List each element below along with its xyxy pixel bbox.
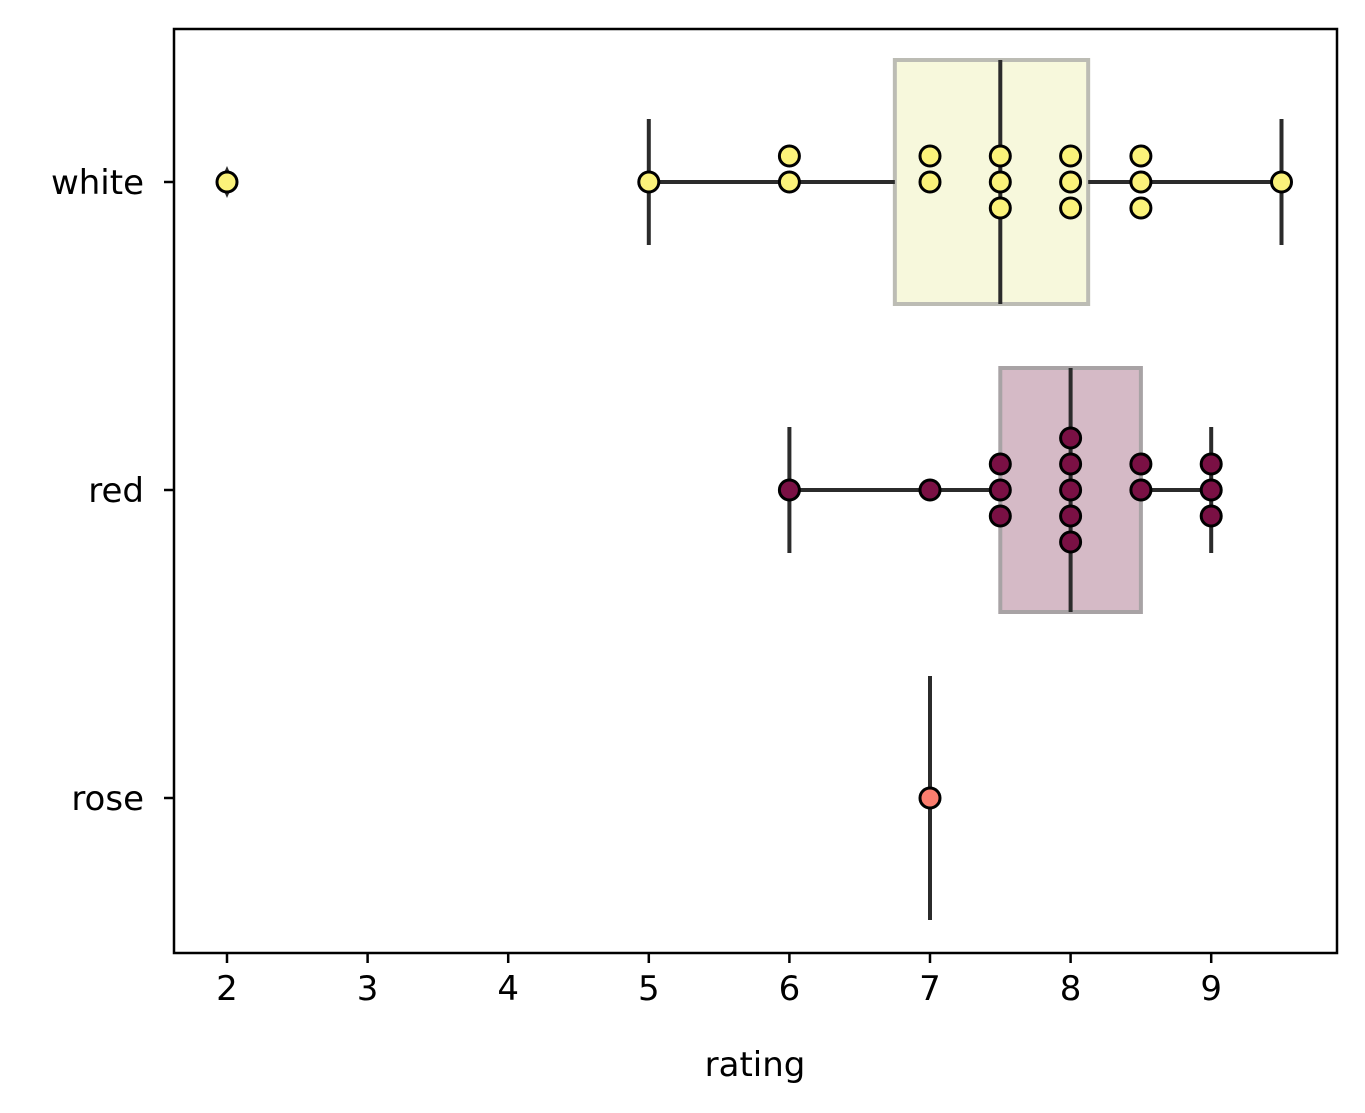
data-point bbox=[988, 504, 1012, 528]
x-tick-label: 5 bbox=[638, 969, 660, 1009]
data-point bbox=[918, 786, 942, 810]
data-point bbox=[777, 144, 801, 168]
data-point bbox=[988, 196, 1012, 220]
x-tick-label: 8 bbox=[1060, 969, 1082, 1009]
data-point bbox=[1059, 478, 1083, 502]
x-tick-label: 6 bbox=[779, 969, 801, 1009]
data-point bbox=[1129, 144, 1153, 168]
data-point bbox=[1199, 452, 1223, 476]
data-point bbox=[1129, 170, 1153, 194]
x-axis-label: rating bbox=[705, 1045, 806, 1085]
data-point bbox=[918, 144, 942, 168]
data-point bbox=[988, 478, 1012, 502]
data-point bbox=[1199, 504, 1223, 528]
data-point bbox=[1129, 196, 1153, 220]
data-point bbox=[1059, 452, 1083, 476]
series-white bbox=[215, 58, 1293, 306]
data-point bbox=[918, 478, 942, 502]
data-point bbox=[1270, 170, 1293, 194]
data-point bbox=[988, 144, 1012, 168]
data-point bbox=[1129, 452, 1153, 476]
data-point bbox=[777, 170, 801, 194]
data-point bbox=[1059, 530, 1083, 554]
y-tick-label: rose bbox=[71, 779, 144, 819]
data-point bbox=[1129, 478, 1153, 502]
data-point bbox=[215, 170, 239, 194]
x-tick-label: 2 bbox=[216, 969, 238, 1009]
x-tick-label: 7 bbox=[919, 969, 941, 1009]
data-point bbox=[988, 170, 1012, 194]
data-point bbox=[1199, 478, 1223, 502]
series-layer bbox=[215, 58, 1293, 920]
x-tick-label: 9 bbox=[1200, 969, 1222, 1009]
data-point bbox=[1059, 504, 1083, 528]
data-point bbox=[1059, 170, 1083, 194]
data-point bbox=[918, 170, 942, 194]
data-point bbox=[777, 478, 801, 502]
x-tick-label: 3 bbox=[357, 969, 379, 1009]
y-tick-label: red bbox=[88, 471, 144, 511]
data-point bbox=[1059, 426, 1083, 450]
plot-frame bbox=[172, 27, 1339, 955]
data-point bbox=[1059, 144, 1083, 168]
data-point bbox=[1059, 196, 1083, 220]
data-point bbox=[637, 170, 661, 194]
series-red bbox=[777, 366, 1223, 614]
axis-layer: 2 3 4 5 6 7 8 9 white red rose bbox=[51, 163, 1222, 1009]
series-rose bbox=[918, 676, 942, 920]
y-tick-label: white bbox=[51, 163, 144, 203]
x-tick-label: 4 bbox=[497, 969, 519, 1009]
data-point bbox=[988, 452, 1012, 476]
